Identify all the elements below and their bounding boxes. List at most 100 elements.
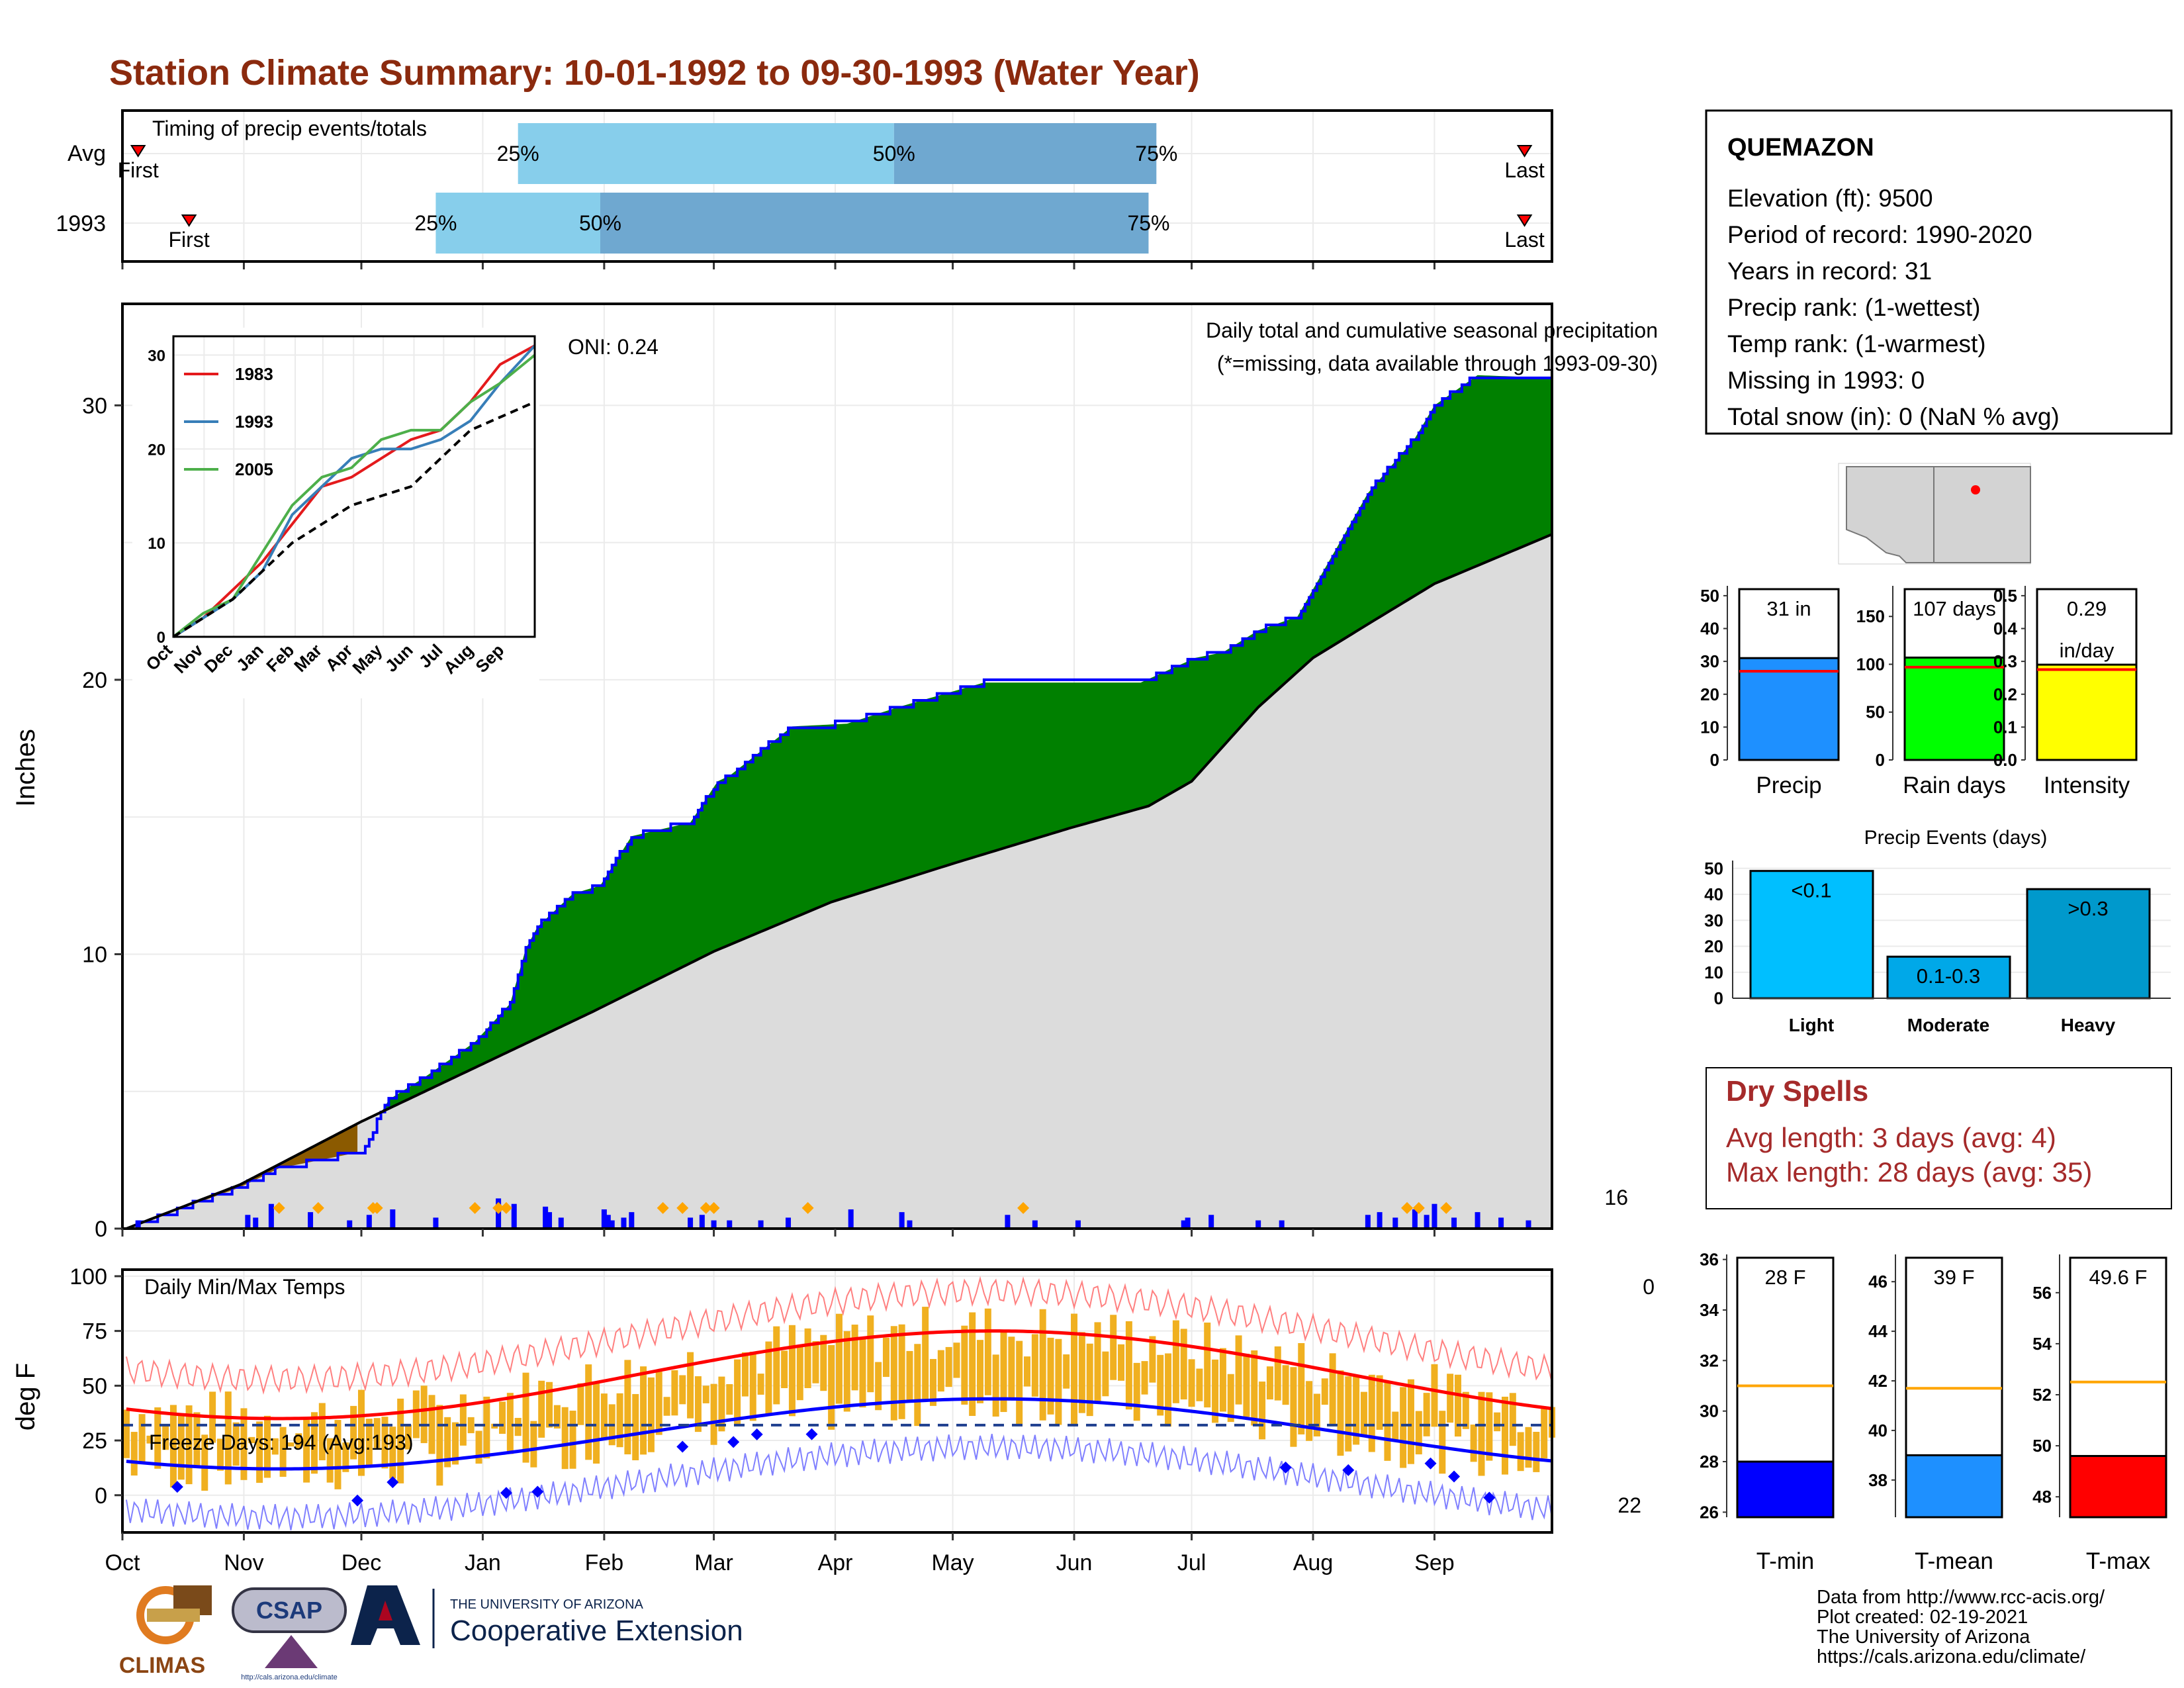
month-label-mar: Mar [694, 1550, 733, 1575]
daily-temp-bar [898, 1324, 905, 1419]
timing-p25-label: 25% [497, 142, 539, 165]
daily-temp-bar [1086, 1343, 1093, 1417]
last-event-label: Last [1504, 228, 1545, 252]
daily-temp-bar [1196, 1368, 1203, 1401]
daily-temp-bar [1024, 1356, 1031, 1387]
record-low-marker [1279, 1461, 1292, 1474]
daily-temp-bar [1306, 1381, 1313, 1441]
daily-temp-bar [1031, 1334, 1038, 1397]
precip-caption: Daily total and cumulative seasonal prec… [1206, 318, 1658, 342]
ua-small-text: THE UNIVERSITY OF ARIZONA [450, 1597, 644, 1612]
record-low-marker [805, 1428, 818, 1440]
summary-ytick-label: 10 [1700, 717, 1719, 737]
daily-temp-bar [1360, 1391, 1367, 1435]
daily-temp-bar [240, 1408, 248, 1480]
daily-temp-bar [1298, 1342, 1305, 1434]
summary-bar-rain-days [1903, 656, 2005, 761]
daily-temp-bar [757, 1374, 764, 1395]
daily-temp-bar [350, 1405, 357, 1460]
dry-spells-max: Max length: 28 days (avg: 35) [1726, 1156, 2092, 1188]
daily-temp-bar [1251, 1350, 1258, 1426]
summary-bar-label: Rain days [1903, 773, 2006, 798]
daily-precip-bar [1365, 1215, 1371, 1229]
daily-temp-bar [452, 1422, 459, 1465]
daily-temp-bar [679, 1375, 686, 1405]
daily-temp-bar [1462, 1391, 1469, 1429]
events-ytick-label: 10 [1704, 962, 1723, 982]
daily-temp-bar [514, 1417, 522, 1436]
inset-ytick-label: 20 [148, 441, 165, 459]
daily-temp-bar [553, 1405, 561, 1429]
temp-summary-ytick-label: 36 [1700, 1250, 1719, 1270]
daily-temp-bar [1274, 1346, 1281, 1401]
timing-p50-label: 50% [873, 142, 915, 165]
inset-cumulative-chart: 0102030OctNovDecJanFebMarAprMayJunJulAug… [132, 328, 539, 698]
daily-precip-bar [786, 1217, 792, 1229]
timing-row-year-label: 1993 [56, 211, 106, 236]
temp-summary-ytick-label: 52 [2032, 1385, 2052, 1405]
surplus-area [126, 375, 1553, 1229]
events-ytick-label: 0 [1714, 988, 1723, 1008]
daily-temp-bar [569, 1411, 576, 1469]
temp-summary-ytick-label: 46 [1868, 1272, 1888, 1291]
daily-temp-bar [256, 1421, 263, 1483]
daily-temp-bar [154, 1407, 161, 1469]
daily-temp-bar [1494, 1412, 1501, 1432]
temp-panel: 0 25 50 75 100 deg F Daily Min/Max Temps Fre… [11, 1264, 1655, 1575]
first-event-label: First [169, 228, 210, 252]
daily-temp-bar [859, 1338, 866, 1408]
heavy-event-marker [500, 1201, 512, 1214]
summary-ytick-label: 40 [1700, 619, 1719, 639]
daily-temp-bar [1047, 1337, 1054, 1415]
temp-summary-value-label: 39 F [1933, 1266, 1974, 1289]
heavy-event-marker [657, 1201, 669, 1214]
temp-summary-value-label: 28 F [1764, 1266, 1805, 1289]
summary-ytick-label: 20 [1700, 684, 1719, 704]
daily-temp-bar [506, 1393, 514, 1454]
precip-event-count: 16 [1604, 1186, 1628, 1209]
timing-p50-label: 50% [579, 211, 621, 235]
daily-temp-bar [788, 1325, 796, 1417]
daily-precip-bar [907, 1220, 913, 1229]
daily-temp-bar [1423, 1393, 1430, 1436]
summary-value-label: 107 days [1913, 597, 1996, 620]
daily-temp-bar [1329, 1353, 1336, 1425]
daily-temp-bar [710, 1383, 717, 1445]
daily-temp-bar [420, 1385, 428, 1444]
daily-temp-bar [1392, 1411, 1399, 1442]
daily-temp-bar [389, 1427, 396, 1479]
timing-bar-50-75 [893, 123, 1157, 184]
month-label-nov: Nov [224, 1550, 263, 1575]
precip-ytick-label: 30 [82, 393, 107, 418]
first-event-label: First [118, 158, 159, 182]
credit-plot-created: Plot created: 02-19-2021 [1817, 1607, 2028, 1628]
month-label-jul: Jul [1177, 1550, 1206, 1575]
timing-bar-25-50 [435, 193, 600, 254]
timing-p75-label: 75% [1127, 211, 1169, 235]
station-elevation: Elevation (ft): 9500 [1727, 185, 1933, 212]
daily-precip-bar [1005, 1215, 1011, 1229]
csap-url: http://cals.arizona.edu/climate [241, 1673, 338, 1681]
ua-cooperative-extension: Cooperative Extension [450, 1615, 743, 1647]
inset-legend-label: 1993 [235, 412, 273, 432]
daily-temp-bar [702, 1385, 709, 1403]
daily-temp-bar [1102, 1351, 1109, 1397]
temp-summary-ytick-label: 40 [1868, 1421, 1888, 1440]
daily-temp-bar [1125, 1321, 1132, 1410]
daily-temp-bar [318, 1403, 326, 1460]
daily-temp-bar [835, 1313, 842, 1404]
daily-temp-bar [1219, 1348, 1226, 1412]
page-title: Station Climate Summary: 10-01-1992 to 0… [109, 53, 1200, 93]
summary-bar-label: Intensity [2044, 773, 2130, 798]
heavy-event-marker [801, 1201, 814, 1214]
summary-value-unit: in/day [2060, 639, 2115, 662]
credit-data-source: Data from http://www.rcc-acis.org/ [1817, 1587, 2105, 1608]
daily-temp-bar [632, 1393, 639, 1460]
daily-precip-bar [1279, 1220, 1285, 1229]
timing-row-avg-label: Avg [68, 141, 106, 166]
daily-temp-bar [1353, 1376, 1360, 1445]
daily-temp-bar [1071, 1313, 1078, 1426]
daily-precip-bar [366, 1215, 372, 1229]
daily-temp-bar [640, 1366, 647, 1455]
daily-temp-bar [412, 1390, 420, 1438]
